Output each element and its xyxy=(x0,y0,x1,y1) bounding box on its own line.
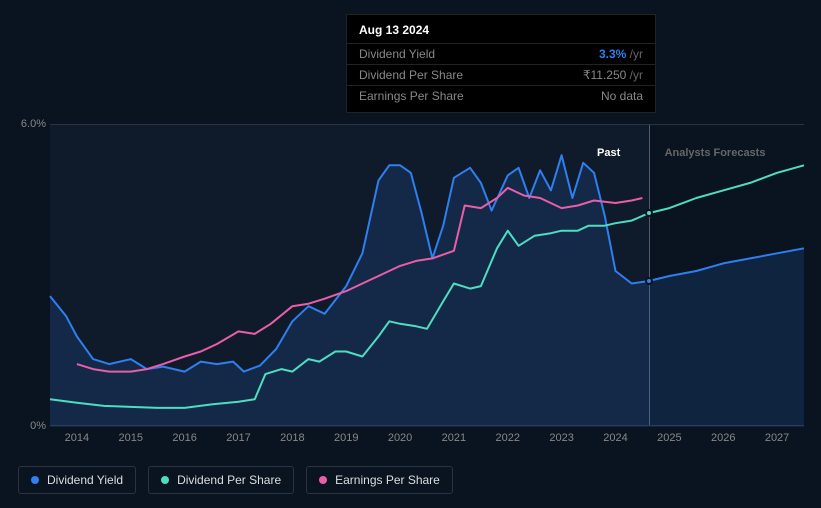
chart-area: 6.0% 0% Past Analysts Forecasts 2014 2015 20… xyxy=(18,108,804,446)
x-tick-label: 2018 xyxy=(280,432,304,444)
tooltip-row-label: Dividend Yield xyxy=(359,47,435,61)
x-tick-label: 2020 xyxy=(388,432,412,444)
x-tick-label: 2025 xyxy=(657,432,681,444)
x-tick-label: 2022 xyxy=(496,432,520,444)
tooltip-row: Earnings Per Share No data xyxy=(347,85,655,106)
legend-dot-icon xyxy=(31,476,39,484)
x-tick-label: 2019 xyxy=(334,432,358,444)
legend-item[interactable]: Dividend Per Share xyxy=(148,466,294,494)
legend-item-label: Earnings Per Share xyxy=(335,473,440,487)
x-tick-label: 2014 xyxy=(65,432,89,444)
chart-tooltip: Aug 13 2024 Dividend Yield3.3% /yrDivide… xyxy=(346,14,656,113)
x-tick-label: 2017 xyxy=(226,432,250,444)
x-tick-label: 2015 xyxy=(119,432,143,444)
dividend_yield-area xyxy=(50,155,804,427)
dividend_per_share-marker-dot xyxy=(645,209,653,217)
tooltip-row-label: Dividend Per Share xyxy=(359,68,463,82)
tooltip-row-value: 3.3% /yr xyxy=(599,47,643,61)
plot-area[interactable]: Past Analysts Forecasts xyxy=(50,124,804,426)
legend: Dividend Yield Dividend Per Share Earnings… xyxy=(18,466,453,494)
tooltip-row-value: ₹11.250 /yr xyxy=(583,68,643,82)
time-range-label: Past xyxy=(597,147,620,159)
tooltip-date: Aug 13 2024 xyxy=(347,21,655,43)
x-axis: 2014 2015 2016 2017 2018 2019 2020 2021 2022 2023… xyxy=(50,432,804,452)
x-tick-label: 2024 xyxy=(603,432,627,444)
x-tick-label: 2016 xyxy=(172,432,196,444)
legend-dot-icon xyxy=(319,476,327,484)
x-tick-label: 2021 xyxy=(442,432,466,444)
tooltip-row: Dividend Per Share ₹11.250 /yr xyxy=(347,64,655,85)
legend-item[interactable]: Dividend Yield xyxy=(18,466,136,494)
legend-item[interactable]: Earnings Per Share xyxy=(306,466,453,494)
tooltip-row-value: No data xyxy=(601,89,643,103)
x-tick-label: 2023 xyxy=(549,432,573,444)
legend-item-label: Dividend Yield xyxy=(47,473,123,487)
dividend_yield-marker-dot xyxy=(645,277,653,285)
y-tick-label: 6.0% xyxy=(16,118,46,130)
legend-dot-icon xyxy=(161,476,169,484)
tooltip-rows: Dividend Yield 3.3% /yr Dividend Per Share… xyxy=(347,43,655,106)
time-range-label: Analysts Forecasts xyxy=(665,147,766,159)
y-tick-label: 0% xyxy=(16,420,46,432)
tooltip-row-label: Earnings Per Share xyxy=(359,89,464,103)
chart-svg xyxy=(50,125,804,427)
legend-item-label: Dividend Per Share xyxy=(177,473,281,487)
x-tick-label: 2027 xyxy=(765,432,789,444)
x-tick-label: 2026 xyxy=(711,432,735,444)
tooltip-row: Dividend Yield 3.3% /yr xyxy=(347,43,655,64)
